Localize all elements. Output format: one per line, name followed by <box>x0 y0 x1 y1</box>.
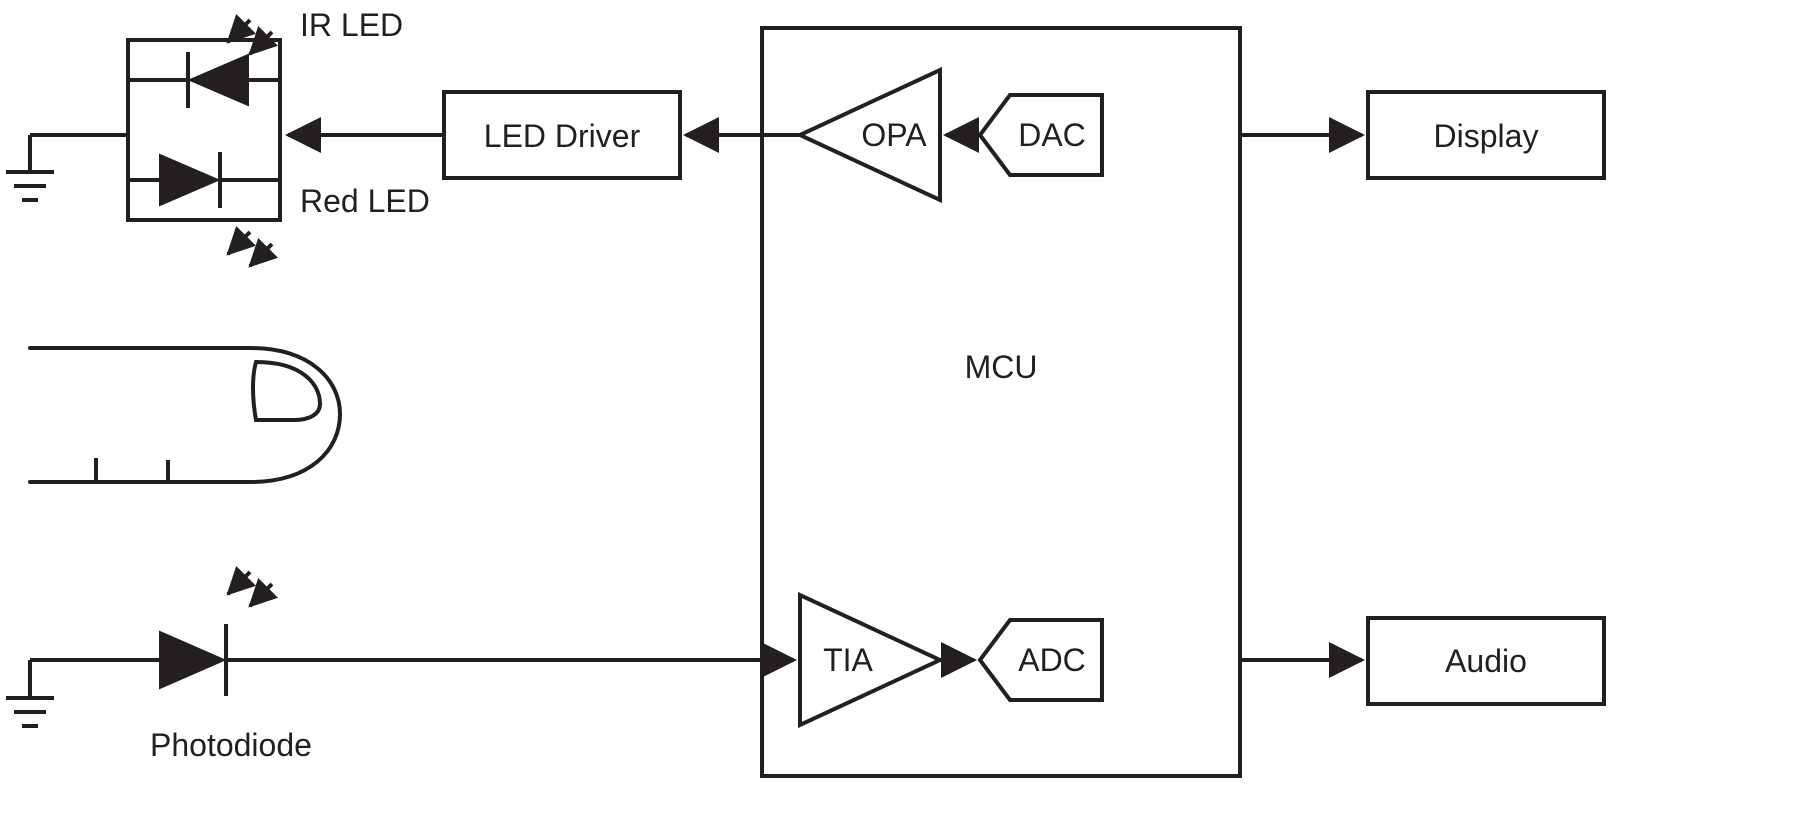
diagram-canvas: MCU LED Driver Display Audio OPA DAC TIA… <box>0 0 1800 824</box>
photodiode-label: Photodiode <box>150 727 312 763</box>
tia-label: TIA <box>823 642 873 678</box>
emit-arrows-red <box>228 232 272 266</box>
adc-label: ADC <box>1018 642 1086 678</box>
ground-icon-1 <box>6 135 54 200</box>
opa-label: OPA <box>861 117 927 153</box>
led-driver-label: LED Driver <box>484 118 641 154</box>
red-led-label: Red LED <box>300 183 430 219</box>
ir-led-label: IR LED <box>300 7 403 43</box>
mcu-label: MCU <box>965 349 1038 385</box>
photodiode-icon <box>30 624 794 696</box>
audio-label: Audio <box>1445 643 1527 679</box>
dac-label: DAC <box>1018 117 1086 153</box>
leds-box <box>128 40 280 220</box>
finger-icon <box>30 348 340 482</box>
ground-icon-2 <box>6 660 54 726</box>
display-label: Display <box>1434 118 1539 154</box>
emit-arrows-photo <box>228 572 272 606</box>
